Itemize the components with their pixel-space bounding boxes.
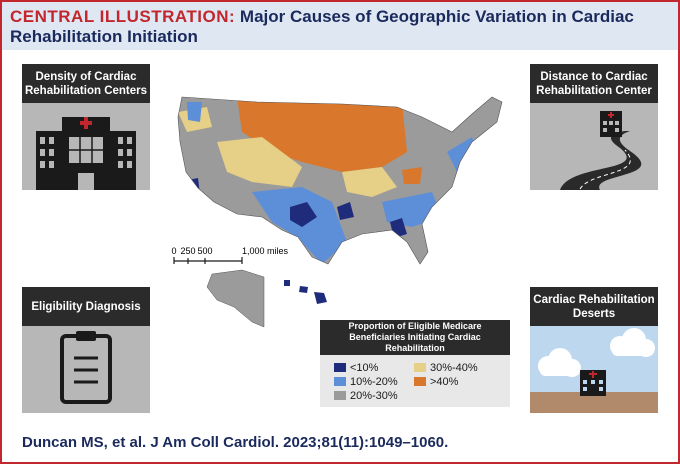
legend-label: 10%-20% [350, 376, 398, 388]
region [188, 178, 200, 194]
road-icon [560, 111, 642, 190]
legend-swatch [414, 363, 426, 372]
region [402, 167, 422, 184]
panel-title: Distance to Cardiac Rehabilitation Cente… [530, 64, 658, 103]
region [290, 202, 317, 227]
region [187, 102, 202, 122]
scale-label: 0 [171, 246, 176, 256]
hospital-icon [36, 117, 136, 190]
desert-icon [530, 328, 658, 413]
legend-swatch [414, 377, 426, 386]
scale-label: 1,000 miles [242, 246, 289, 256]
legend-label: 20%-30% [350, 390, 398, 402]
clipboard-icon [60, 331, 112, 404]
us-regions [178, 97, 502, 264]
scale-label: 250 [180, 246, 195, 256]
scale-label: 500 [197, 246, 212, 256]
alaska [206, 269, 265, 328]
header-label: CENTRAL ILLUSTRATION: [10, 7, 236, 26]
scale-bar [173, 257, 243, 264]
citation: Duncan MS, et al. J Am Coll Cardiol. 202… [22, 434, 449, 451]
us-outline [177, 96, 503, 265]
hawaii [284, 280, 327, 304]
region [342, 167, 397, 197]
panel-title: Density of Cardiac Rehabilitation Center… [22, 64, 150, 103]
panel-image [530, 103, 658, 190]
region [217, 137, 302, 187]
panel-title: Eligibility Diagnosis [22, 287, 150, 326]
panel-image [22, 326, 150, 413]
header: CENTRAL ILLUSTRATION: Major Causes of Ge… [2, 2, 678, 50]
legend-title: Proportion of Eligible Medicare Benefici… [320, 320, 510, 355]
header-title: Major Causes of Geographic Variation in … [10, 7, 634, 46]
header-text: CENTRAL ILLUSTRATION: Major Causes of Ge… [10, 7, 650, 47]
legend-swatch [334, 391, 346, 400]
region [337, 202, 354, 220]
panel-image [530, 326, 658, 413]
legend-swatch [334, 377, 346, 386]
legend-label: <10% [350, 362, 379, 374]
legend: <10% 10%-20% 20%-30% 30%-40% >40% [320, 355, 510, 407]
map: 0 250 500 1,000 miles [171, 96, 503, 328]
legend-swatch [334, 363, 346, 372]
legend-label: >40% [430, 376, 459, 388]
panel-image [22, 103, 150, 190]
panel-title: Cardiac Rehabilitation Deserts [530, 287, 658, 326]
legend-label: 30%-40% [430, 362, 478, 374]
